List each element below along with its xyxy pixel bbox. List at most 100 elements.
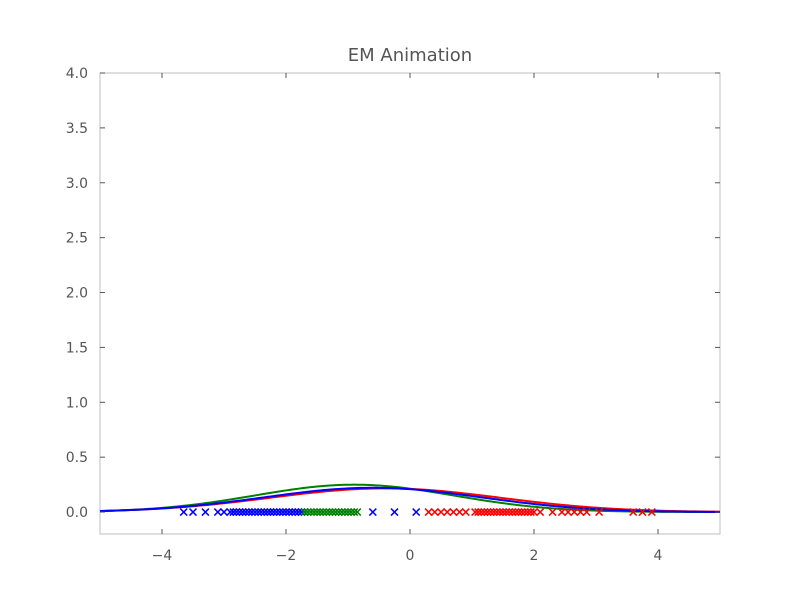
marker-stroke bbox=[319, 508, 328, 517]
point-marker-2 bbox=[480, 508, 489, 517]
plot-area bbox=[99, 72, 721, 535]
marker-stroke bbox=[424, 508, 433, 517]
marker-stroke bbox=[347, 508, 356, 517]
marker-stroke bbox=[309, 508, 318, 517]
marker-stroke bbox=[325, 508, 334, 517]
point-marker-2 bbox=[511, 508, 520, 517]
marker-stroke bbox=[300, 508, 309, 517]
y-tick-label: 0.5 bbox=[66, 450, 88, 466]
point-marker-0 bbox=[247, 508, 256, 517]
point-marker-0 bbox=[272, 508, 281, 517]
marker-stroke bbox=[430, 508, 439, 517]
marker-stroke bbox=[412, 508, 421, 517]
marker-stroke bbox=[638, 508, 647, 517]
marker-stroke bbox=[390, 508, 399, 517]
marker-stroke bbox=[179, 508, 188, 517]
point-marker-0 bbox=[269, 508, 278, 517]
point-marker-0 bbox=[179, 508, 188, 517]
marker-stroke bbox=[260, 508, 269, 517]
point-marker-2 bbox=[638, 508, 647, 517]
marker-stroke bbox=[263, 508, 272, 517]
point-marker-2 bbox=[424, 508, 433, 517]
x-tick-label: 0 bbox=[406, 548, 415, 564]
marker-stroke bbox=[483, 508, 492, 517]
marker-stroke bbox=[557, 508, 566, 517]
marker-stroke bbox=[436, 508, 446, 517]
marker-stroke bbox=[455, 508, 464, 517]
point-marker-1 bbox=[322, 508, 331, 517]
y-tick-label: 1.0 bbox=[66, 395, 88, 411]
point-marker-1 bbox=[306, 508, 315, 517]
point-marker-0 bbox=[238, 508, 247, 517]
point-marker-0 bbox=[297, 508, 306, 517]
point-marker-2 bbox=[523, 508, 532, 517]
data-points bbox=[179, 508, 656, 517]
point-marker-0 bbox=[390, 508, 399, 517]
marker-stroke bbox=[201, 508, 210, 517]
marker-stroke bbox=[486, 508, 495, 517]
point-marker-2 bbox=[536, 508, 545, 517]
point-marker-0 bbox=[281, 508, 291, 517]
point-marker-0 bbox=[188, 508, 198, 517]
x-tick-label: −2 bbox=[276, 548, 297, 564]
point-marker-0 bbox=[250, 508, 260, 517]
point-marker-2 bbox=[486, 508, 495, 517]
point-marker-2 bbox=[492, 508, 501, 517]
point-marker-0 bbox=[260, 508, 269, 517]
point-marker-2 bbox=[508, 508, 517, 517]
marker-stroke bbox=[272, 508, 281, 517]
point-marker-2 bbox=[570, 508, 579, 517]
point-marker-2 bbox=[502, 508, 511, 517]
marker-stroke bbox=[498, 508, 508, 517]
marker-stroke bbox=[536, 508, 545, 517]
marker-stroke bbox=[244, 508, 253, 517]
marker-stroke bbox=[570, 508, 579, 517]
density-curve-2 bbox=[99, 486, 721, 513]
marker-stroke bbox=[576, 508, 585, 517]
marker-stroke bbox=[257, 508, 266, 517]
marker-stroke bbox=[477, 508, 486, 517]
point-marker-1 bbox=[331, 508, 340, 517]
point-marker-1 bbox=[353, 508, 362, 517]
marker-stroke bbox=[647, 508, 656, 517]
marker-stroke bbox=[368, 508, 377, 517]
marker-stroke bbox=[340, 508, 349, 517]
marker-stroke bbox=[471, 508, 480, 517]
marker-stroke bbox=[564, 508, 573, 517]
y-tick-label: 4.0 bbox=[66, 66, 88, 82]
point-marker-2 bbox=[514, 508, 523, 517]
marker-stroke bbox=[278, 508, 287, 517]
y-tick-label: 0.0 bbox=[66, 505, 88, 521]
y-axis: 0.0 0.5 1.0 1.5 2.0 2.5 3.0 3.5 4.0 bbox=[66, 66, 720, 521]
marker-stroke bbox=[582, 508, 591, 517]
point-marker-1 bbox=[328, 508, 337, 517]
y-tick-label: 2.5 bbox=[66, 231, 88, 247]
point-marker-0 bbox=[285, 508, 294, 517]
marker-stroke bbox=[306, 508, 315, 517]
y-tick-label: 1.5 bbox=[66, 340, 88, 356]
marker-stroke bbox=[269, 508, 278, 517]
marker-stroke bbox=[548, 508, 557, 517]
marker-stroke bbox=[629, 508, 638, 517]
point-marker-0 bbox=[291, 508, 300, 517]
marker-stroke bbox=[291, 508, 300, 517]
marker-stroke bbox=[526, 508, 535, 517]
density-curves bbox=[99, 483, 721, 514]
point-marker-0 bbox=[201, 508, 210, 517]
point-marker-0 bbox=[219, 508, 229, 517]
marker-stroke bbox=[517, 508, 526, 517]
x-tick-label: 2 bbox=[530, 548, 539, 564]
marker-stroke bbox=[322, 508, 331, 517]
marker-stroke bbox=[238, 508, 247, 517]
x-tick-label: 4 bbox=[654, 548, 663, 564]
point-marker-1 bbox=[347, 508, 356, 517]
marker-stroke bbox=[337, 508, 346, 517]
point-marker-2 bbox=[443, 508, 452, 517]
point-marker-1 bbox=[350, 508, 359, 517]
y-tick-label: 2.0 bbox=[66, 286, 88, 302]
marker-stroke bbox=[294, 508, 303, 517]
point-marker-0 bbox=[288, 508, 297, 517]
point-marker-2 bbox=[483, 508, 492, 517]
point-marker-0 bbox=[241, 508, 250, 517]
